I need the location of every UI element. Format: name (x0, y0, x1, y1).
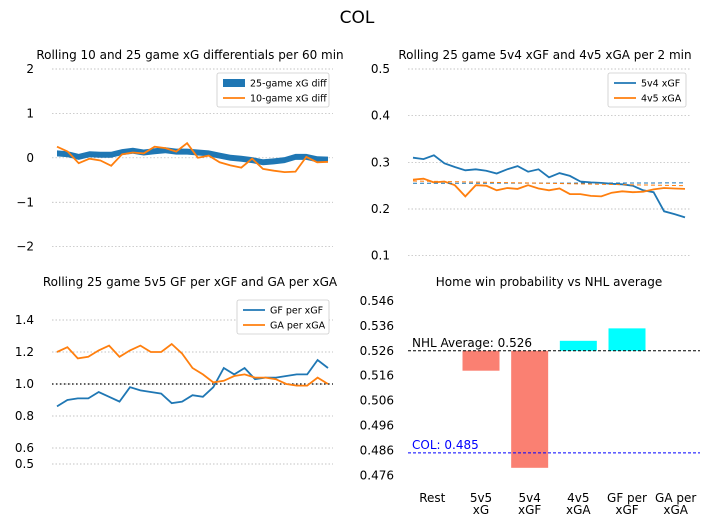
bar (462, 350, 500, 371)
y-tick-label: −2 (16, 240, 34, 254)
y-tick-label: 0.5 (15, 457, 34, 471)
x-tick-label: xGF (615, 503, 638, 517)
legend-swatch (223, 79, 245, 87)
x-tick-label: xGA (663, 503, 688, 517)
legend-label: 25-game xG diff (250, 79, 327, 90)
y-tick-label: 1.0 (15, 377, 34, 391)
legend-label: GA per xGA (270, 321, 326, 332)
y-tick-label: 0.4 (371, 109, 390, 123)
x-tick-label: xG (473, 503, 489, 517)
series-line-gf-per-xgf (56, 358, 329, 408)
legend-label: 4v5 xGA (641, 94, 682, 105)
y-tick-label: 0.536 (360, 319, 394, 333)
bar (511, 350, 549, 468)
figure-suptitle: COL (340, 8, 375, 28)
panel-title-win-prob: Home win probability vs NHL average (436, 275, 662, 289)
panel-pp-pk: Rolling 25 game 5v4 xGF and 4v5 xGA per … (398, 48, 691, 62)
series-line-ga-per-xga (56, 342, 329, 387)
y-tick-label: 0.526 (360, 344, 394, 358)
series-line-5v4-xgf (412, 154, 686, 219)
panel-xg-diff: Rolling 10 and 25 game xG differentials … (36, 48, 343, 62)
y-tick-label: 1.4 (15, 313, 34, 327)
y-tick-label: 0.506 (360, 394, 394, 408)
panel-title-pp-pk: Rolling 25 game 5v4 xGF and 4v5 xGA per … (398, 48, 691, 62)
series-band-25-game-xg-diff (57, 147, 328, 166)
x-tick-label: Rest (419, 491, 445, 505)
y-tick-label: 1 (26, 106, 34, 120)
legend-label: 10-game xG diff (250, 94, 327, 105)
y-tick-label: 1.2 (15, 345, 34, 359)
y-tick-label: 0 (26, 151, 34, 165)
x-tick-label: 5v4 (518, 491, 540, 505)
y-tick-label: 0.486 (360, 443, 394, 457)
legend-label: 5v4 xGF (641, 79, 680, 90)
legend-label: GF per xGF (270, 306, 323, 317)
panel-win-prob: Home win probability vs NHL average (436, 275, 662, 289)
y-tick-label: 0.8 (15, 409, 34, 423)
bar (608, 328, 646, 351)
y-tick-label: 0.6 (15, 441, 34, 455)
bar (559, 340, 597, 351)
x-tick-label: 5v5 (470, 491, 492, 505)
y-tick-label: 0.516 (360, 369, 394, 383)
y-tick-label: 0.3 (371, 155, 390, 169)
y-tick-label: 0.5 (371, 62, 390, 76)
panel-title-finishing: Rolling 25 game 5v5 GF per xGF and GA pe… (43, 275, 338, 289)
y-tick-label: 0.496 (360, 418, 394, 432)
x-tick-label: xGA (566, 503, 591, 517)
y-tick-label: 0.546 (360, 294, 394, 308)
x-tick-label: GA per (655, 491, 696, 505)
annotation-label: COL: 0.485 (412, 438, 479, 452)
y-tick-label: 2 (26, 62, 34, 76)
y-tick-label: 0.1 (371, 249, 390, 263)
y-tick-label: 0.476 (360, 468, 394, 482)
series-line-10-game-xg-diff (56, 141, 329, 174)
panel-finishing: Rolling 25 game 5v5 GF per xGF and GA pe… (43, 275, 338, 289)
annotation-label: NHL Average: 0.526 (412, 336, 532, 350)
x-tick-label: GF per (607, 491, 647, 505)
y-tick-label: −1 (16, 195, 34, 209)
panel-title-xg-diff: Rolling 10 and 25 game xG differentials … (36, 48, 343, 62)
y-tick-label: 0.2 (371, 202, 390, 216)
series-line-4v5-trend (412, 180, 686, 187)
x-tick-label: xGF (518, 503, 541, 517)
x-tick-label: 4v5 (567, 491, 589, 505)
series-line-4v5-xga (412, 177, 686, 198)
